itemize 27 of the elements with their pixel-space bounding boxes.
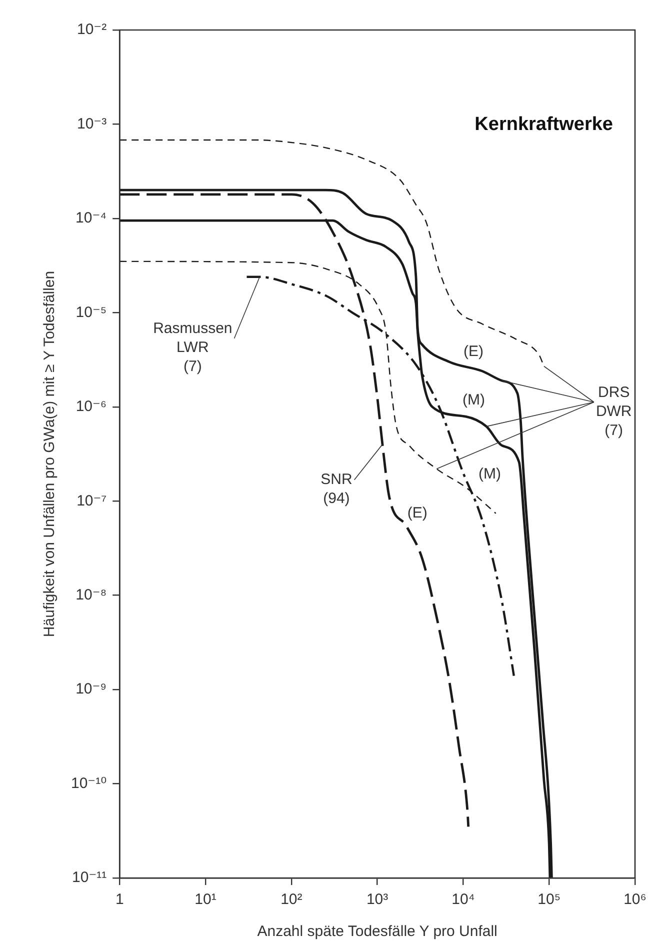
y-tick-label: 10⁻⁶: [76, 398, 107, 416]
y-tick-label: 10⁻²: [77, 21, 107, 38]
annotation: (M): [478, 465, 502, 482]
annotation: (E): [407, 504, 428, 522]
annotation: Rasmussen LWR (7): [153, 320, 232, 375]
x-tick-label: 10²: [280, 891, 302, 908]
x-tick-label: 10³: [366, 891, 388, 908]
y-tick-label: 10⁻¹¹: [72, 869, 107, 886]
annotation: (E): [463, 343, 484, 360]
y-tick-label: 10⁻¹⁰: [70, 774, 107, 792]
annotation: SNR (94): [320, 471, 352, 508]
y-axis-title: Häufigkeit von Unfällen pro GWa(e) mit ≥ Y Todesfällen: [41, 270, 58, 638]
x-tick-label: 10⁴: [452, 891, 475, 908]
text: Kernkraftwerke: [474, 114, 613, 136]
y-tick-label: 10⁻⁵: [76, 304, 107, 321]
y-tick-label: 10⁻⁴: [76, 210, 107, 227]
x-tick-label: 10⁶: [624, 891, 646, 908]
y-tick-label: 10⁻⁷: [76, 492, 107, 510]
annotation: (M): [462, 392, 486, 409]
x-axis-title: Anzahl späte Todesfälle Y pro Unfall: [257, 923, 498, 940]
x-tick-label: 10¹: [194, 891, 216, 908]
annotation: DRS DWR (7): [596, 384, 632, 439]
y-tick-label: 10⁻⁹: [76, 680, 107, 698]
y-tick-label: 10⁻⁸: [76, 586, 107, 604]
x-tick-label: 1: [115, 891, 124, 908]
x-tick-label: 10⁵: [538, 891, 561, 908]
y-tick-label: 10⁻³: [77, 115, 107, 132]
